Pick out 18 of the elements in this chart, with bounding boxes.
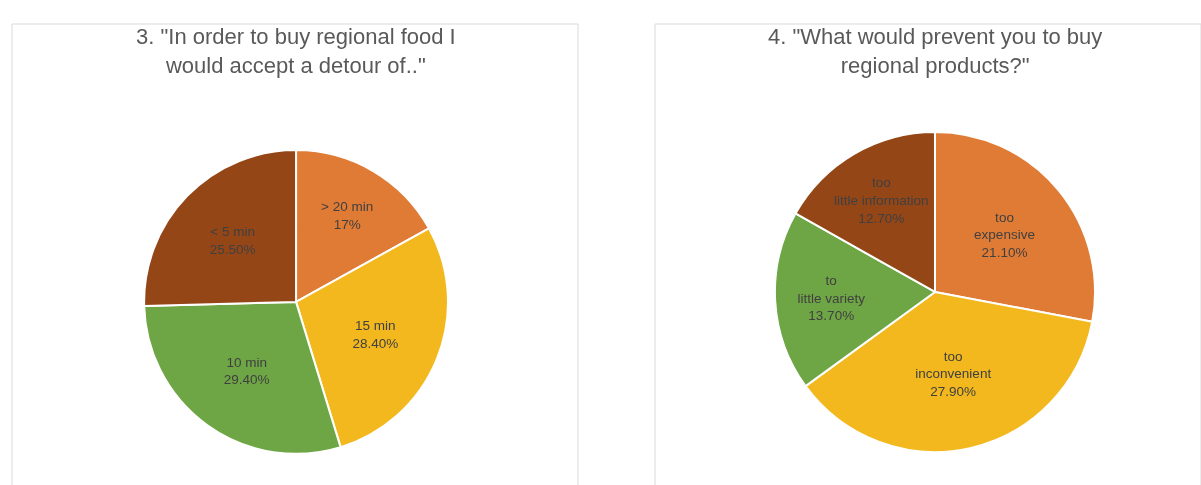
slice-label: 10 min [226, 354, 267, 370]
slice-label: < 5 min [210, 224, 255, 240]
data-label: 27.90% [930, 383, 977, 399]
slice-label: too inconvenient [915, 348, 992, 382]
data-label: 25.50% [209, 241, 256, 257]
slice-label: > 20 min [321, 199, 374, 215]
data-label: 13.70% [808, 308, 855, 324]
data-label: 28.40% [352, 335, 399, 351]
slice-label: too expensive [974, 209, 1035, 243]
slice-label: to little variety [797, 273, 866, 306]
data-label: 29.40% [223, 372, 270, 388]
chart-title: 4. "What would prevent you to buy regional products?" [768, 24, 1103, 78]
data-label: 12.70% [858, 210, 905, 226]
data-label: 21.10% [981, 244, 1028, 260]
chart-title: 3. "In order to buy regional food I would accept a detour of.." [136, 24, 456, 78]
slice-label: too little information [833, 175, 929, 208]
data-label: 17% [333, 216, 361, 232]
slice-label: 15 min [355, 317, 396, 333]
